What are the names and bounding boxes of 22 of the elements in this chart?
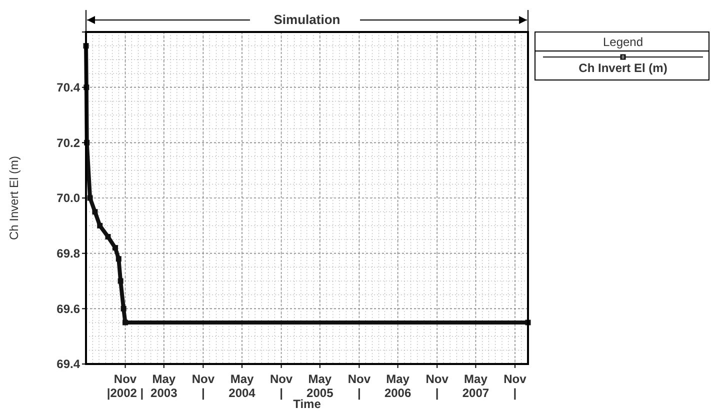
- y-tick-label: 70.0: [56, 191, 80, 206]
- y-tick-label: 69.4: [56, 357, 80, 372]
- y-tick-label: 69.6: [56, 302, 80, 316]
- legend-title: Legend: [602, 35, 644, 49]
- x-tick-label: May 2005: [306, 372, 334, 400]
- x-tick-label: May 2003: [150, 372, 178, 400]
- x-tick-label: Nov |: [270, 372, 293, 400]
- x-tick-label: Nov |: [504, 372, 527, 400]
- x-tick-label: Nov |: [348, 372, 371, 400]
- x-tick-label: May 2004: [228, 372, 256, 400]
- legend-label: Ch Invert El (m): [578, 61, 668, 75]
- chart-title: Simulation: [274, 12, 340, 27]
- y-axis-title: Ch Invert El (m): [7, 156, 21, 240]
- y-tick-label: 70.4: [56, 80, 80, 95]
- y-tick-label: 70.2: [56, 136, 80, 150]
- x-tick-label: Nov |2002 |: [106, 372, 144, 400]
- y-tick-label: 69.8: [56, 246, 80, 261]
- x-tick-label: Nov |: [192, 372, 215, 400]
- x-axis-title: Time: [293, 397, 322, 411]
- x-tick-label: May 2007: [462, 372, 490, 400]
- x-tick-label: May 2006: [384, 372, 412, 400]
- x-tick-label: Nov |: [426, 372, 449, 400]
